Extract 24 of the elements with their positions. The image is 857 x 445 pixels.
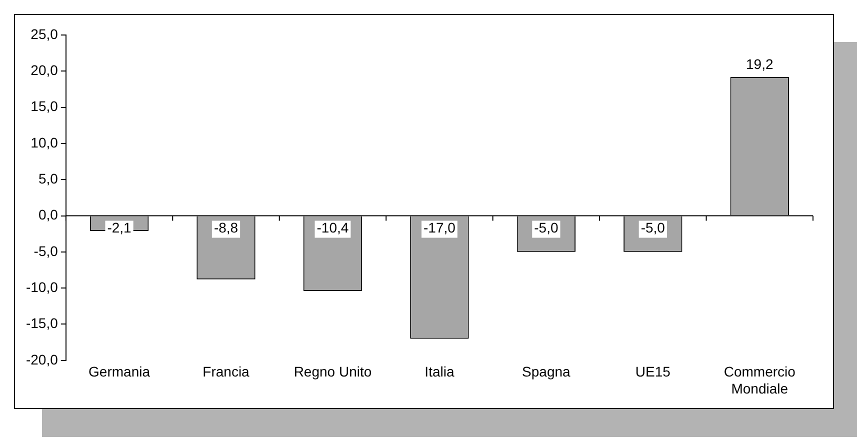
y-tick-label: 0,0 [38, 206, 58, 223]
y-tick-label: 10,0 [30, 134, 58, 150]
data-label: -17,0 [423, 220, 456, 236]
y-tick-label: -10,0 [26, 278, 58, 295]
y-tick-label: -5,0 [34, 242, 58, 259]
x-tick-label: Italia [424, 364, 454, 380]
data-label: -8,8 [214, 220, 238, 236]
data-label: -5,0 [534, 220, 558, 236]
x-tick-label: Spagna [522, 364, 571, 380]
y-tick-label: 25,0 [30, 26, 58, 42]
data-label: -2,1 [107, 220, 132, 236]
y-tick-label: 15,0 [30, 98, 58, 114]
data-label: -10,4 [316, 220, 349, 236]
data-label: -5,0 [640, 220, 666, 236]
x-tick-label: Francia [202, 364, 250, 380]
x-tick-label: Regno Unito [294, 364, 372, 380]
x-tick-label: Commercio Mondiale [724, 364, 796, 396]
data-label: 19,2 [746, 56, 774, 72]
y-tick-label: 20,0 [30, 62, 58, 78]
y-tick-label: -15,0 [26, 315, 58, 332]
x-tick-label: Germania [88, 364, 150, 380]
x-tick-label: UE15 [635, 364, 671, 380]
y-tick-label: 5,0 [38, 170, 58, 186]
y-tick-label: -20,0 [26, 351, 58, 368]
